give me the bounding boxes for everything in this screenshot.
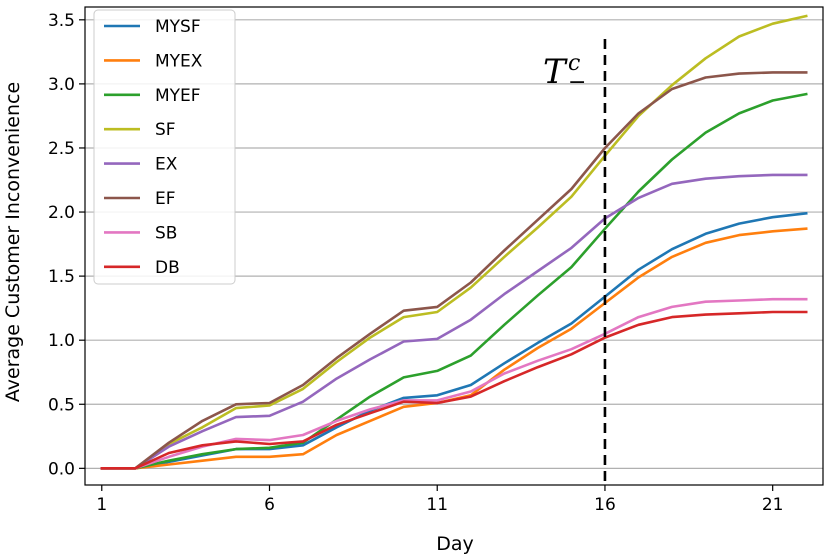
plot-frame xyxy=(84,6,824,486)
y-tick-label: 2.5 xyxy=(48,139,75,159)
legend-label: EX xyxy=(155,155,178,175)
y-tick-label: 1.5 xyxy=(48,267,75,287)
y-tick-label: 3.0 xyxy=(48,75,75,95)
y-tick-label: 3.5 xyxy=(48,11,75,31)
annotation-subscript: − xyxy=(568,70,586,95)
y-tick-label: 0.0 xyxy=(48,459,75,479)
legend-label: SF xyxy=(155,120,176,140)
legend-label: DB xyxy=(155,258,180,278)
x-axis-ticks: 1 6 11 16 21 xyxy=(96,485,784,515)
annotation-superscript: c xyxy=(568,51,580,76)
legend-label: MYEX xyxy=(155,51,203,71)
y-tick-label: 0.5 xyxy=(48,395,75,415)
series-line-db xyxy=(100,310,808,470)
x-axis-label: Day xyxy=(436,533,474,555)
legend-label: EF xyxy=(155,189,176,209)
legend: MYSF MYEX MYEF SF EX EF SB DB xyxy=(93,9,236,285)
series-line-ex xyxy=(100,173,808,470)
x-tick-label: 11 xyxy=(426,495,448,515)
y-axis-ticks: 0.0 0.5 1.0 1.5 2.0 2.5 3.0 3.5 xyxy=(48,11,85,479)
series-line-myef xyxy=(100,92,808,470)
y-tick-label: 1.0 xyxy=(48,331,75,351)
legend-label: MYSF xyxy=(155,17,201,37)
y-tick-label: 2.0 xyxy=(48,203,75,223)
series-line-sf xyxy=(100,14,808,470)
x-tick-label: 21 xyxy=(762,495,784,515)
threshold-annotation: T c − xyxy=(543,51,586,95)
x-tick-label: 1 xyxy=(96,495,107,515)
series-line-sb xyxy=(100,297,808,470)
series-lines xyxy=(100,14,808,470)
x-tick-label: 16 xyxy=(594,495,616,515)
x-tick-label: 6 xyxy=(264,495,275,515)
legend-label: MYEF xyxy=(155,86,201,106)
y-axis-label: Average Customer Inconvenience xyxy=(2,82,24,402)
annotation-base: T xyxy=(543,52,568,92)
legend-label: SB xyxy=(155,223,177,243)
legend-box xyxy=(93,9,236,285)
series-line-ef xyxy=(100,71,808,470)
